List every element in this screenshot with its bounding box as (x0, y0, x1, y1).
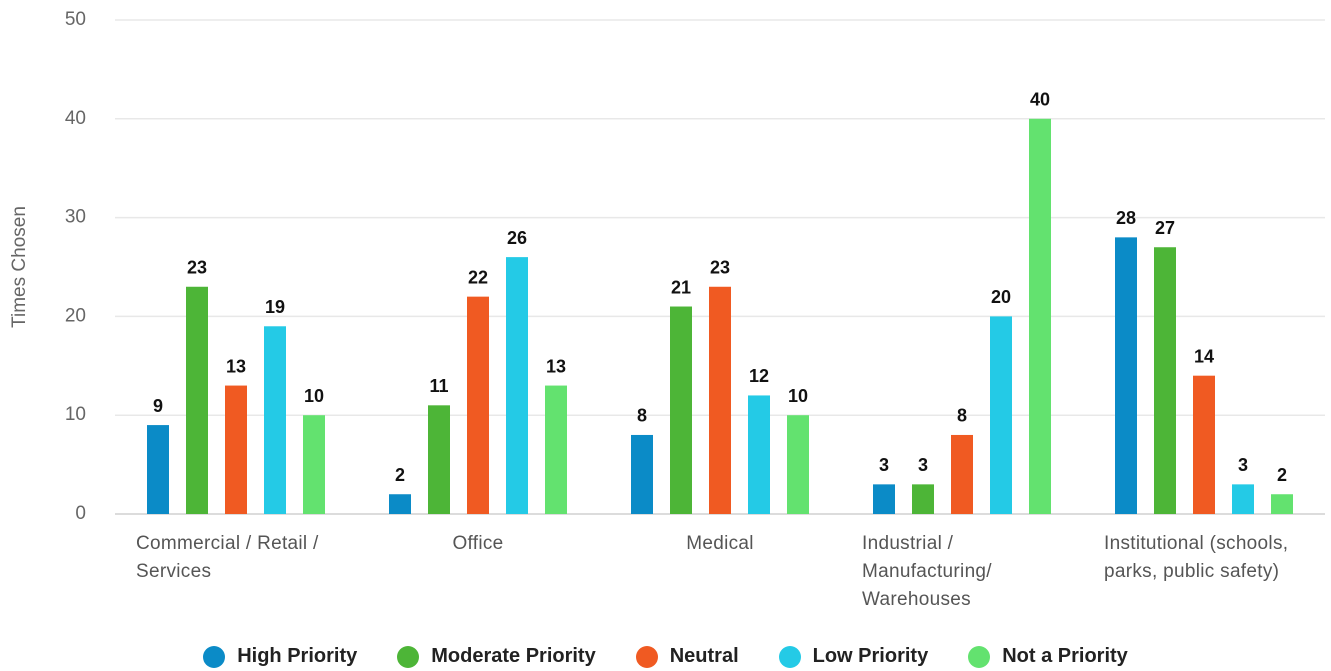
x-tick-label-box: Office (357, 530, 599, 558)
x-tick-label: Institutional (schools, parks, public sa… (1104, 533, 1289, 582)
legend-item: Not a Priority (968, 645, 1128, 668)
y-axis-label: Times Chosen (9, 206, 30, 328)
legend-swatch (778, 645, 801, 668)
x-tick-label-box: Industrial / Manufacturing/ Warehouses (841, 530, 1083, 614)
data-label: 23 (187, 258, 207, 278)
data-label: 11 (429, 376, 448, 396)
y-tick-label: 30 (65, 207, 86, 228)
legend-swatch (968, 645, 991, 668)
data-label: 8 (637, 406, 647, 426)
bar (873, 484, 895, 514)
legend-swatch (203, 645, 226, 668)
bar (467, 296, 489, 514)
bar (1232, 484, 1254, 514)
x-tick-label-box: Institutional (schools, parks, public sa… (1083, 530, 1325, 586)
bar (506, 257, 528, 514)
y-tick-label: 10 (65, 404, 86, 425)
legend-label: Not a Priority (1002, 645, 1128, 667)
legend-label: Moderate Priority (431, 645, 596, 667)
bar (748, 395, 770, 514)
legend-label: High Priority (237, 645, 358, 667)
bar (951, 434, 973, 514)
legend-item: Neutral (635, 645, 739, 668)
bar (631, 434, 653, 514)
data-label: 3 (1238, 455, 1248, 475)
data-label: 27 (1155, 218, 1175, 238)
legend-item: Low Priority (778, 645, 929, 668)
data-label: 40 (1030, 90, 1050, 110)
data-label: 19 (265, 297, 285, 317)
legend-item: High Priority (203, 645, 357, 668)
legend: High Priority Moderate Priority Neutral Low… (0, 645, 1331, 668)
x-tick-label-box: Medical (599, 530, 841, 558)
data-label: 26 (507, 228, 527, 248)
bar (1154, 247, 1176, 515)
data-label: 10 (788, 386, 808, 406)
bar (1115, 237, 1137, 515)
bar (545, 385, 567, 514)
bar (186, 286, 208, 514)
legend-swatch (635, 645, 658, 668)
data-label: 21 (671, 277, 691, 297)
legend-swatch (397, 645, 420, 668)
bar (303, 415, 325, 514)
bar (912, 484, 934, 514)
data-label: 13 (546, 356, 566, 376)
bar (225, 385, 247, 514)
bar (428, 405, 450, 514)
x-tick-label: Medical (686, 533, 754, 554)
bar (787, 415, 809, 514)
data-label: 13 (226, 356, 246, 376)
data-label: 8 (957, 406, 967, 426)
legend-label: Neutral (669, 645, 739, 667)
data-label: 23 (710, 258, 730, 278)
bar (1193, 375, 1215, 514)
chart: Times Chosen 010203040509231319102112226… (9, 9, 1325, 524)
data-label: 28 (1116, 208, 1136, 228)
bar (264, 326, 286, 514)
data-label: 10 (304, 386, 324, 406)
data-label: 22 (468, 267, 488, 287)
data-label: 3 (879, 455, 889, 475)
data-label: 20 (991, 287, 1011, 307)
bar (709, 286, 731, 514)
x-tick-label-box: Commercial / Retail / Services (115, 530, 357, 586)
legend-label: Low Priority (812, 645, 929, 667)
bar (670, 306, 692, 514)
bar (1029, 118, 1051, 515)
data-label: 2 (395, 465, 405, 485)
bar (389, 494, 411, 514)
data-label: 14 (1194, 346, 1214, 366)
x-tick-label: Industrial / Manufacturing/ Warehouses (862, 533, 992, 610)
y-tick-label: 20 (65, 305, 86, 326)
data-label: 12 (749, 366, 769, 386)
legend-item: Moderate Priority (397, 645, 596, 668)
bar (147, 425, 169, 514)
bar (990, 316, 1012, 514)
data-label: 9 (153, 396, 163, 416)
bar (1271, 494, 1293, 514)
y-tick-label: 50 (65, 9, 86, 30)
x-tick-label: Commercial / Retail / Services (136, 533, 319, 582)
y-tick-label: 0 (75, 503, 86, 524)
data-label: 2 (1277, 465, 1287, 485)
data-label: 3 (918, 455, 928, 475)
x-tick-label: Office (452, 533, 504, 554)
y-tick-label: 40 (65, 108, 86, 129)
